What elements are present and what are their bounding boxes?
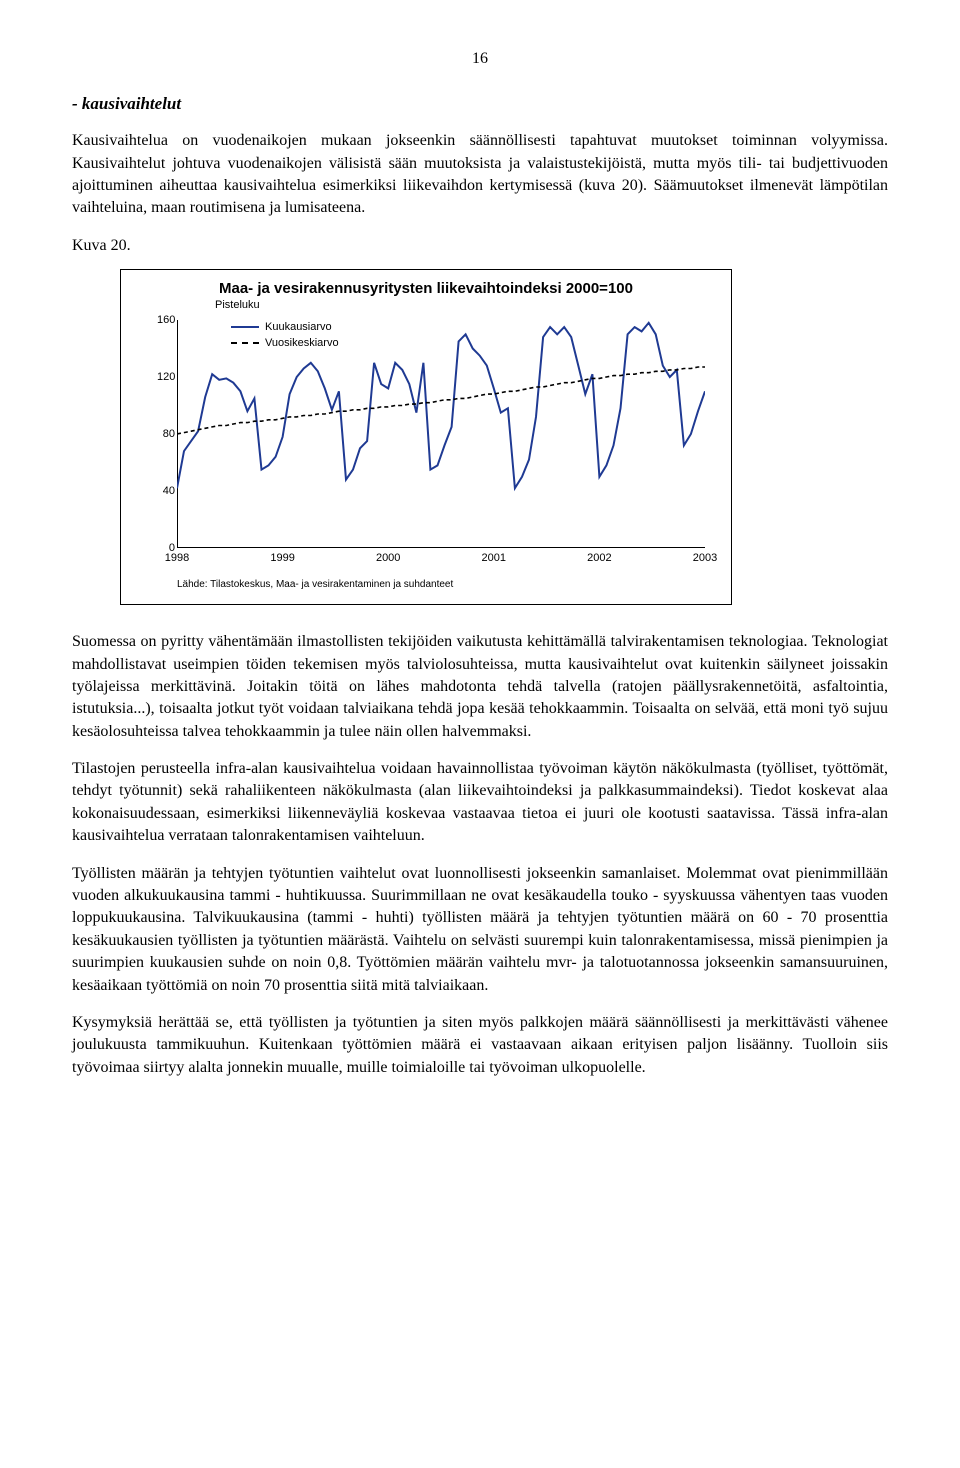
body-paragraph-1: Suomessa on pyritty vähentämään ilmastol… [72,631,888,743]
body-paragraph-3: Työllisten määrän ja tehtyjen työtuntien… [72,863,888,997]
section-heading: - kausivaihtelut [72,92,888,116]
y-tick-label: 40 [157,484,175,499]
chart-plot [177,320,705,548]
chart-source: Lähde: Tilastokeskus, Maa- ja vesirakent… [177,578,453,592]
y-tick-label: 80 [157,427,175,442]
chart-title: Maa- ja vesirakennusyritysten liikevaiht… [121,278,731,299]
y-tick-label: 160 [157,313,175,328]
x-tick-label: 2003 [693,551,717,566]
chart-container: Maa- ja vesirakennusyritysten liikevaiht… [120,269,732,605]
x-tick-label: 2001 [482,551,506,566]
page-number: 16 [72,48,888,70]
x-tick-label: 1998 [165,551,189,566]
chart-subtitle: Pisteluku [215,298,260,313]
monthly-series [177,323,705,488]
x-tick-label: 2000 [376,551,400,566]
body-paragraph-2: Tilastojen perusteella infra-alan kausiv… [72,758,888,848]
intro-paragraph: Kausivaihtelua on vuodenaikojen mukaan j… [72,130,888,220]
body-paragraph-4: Kysymyksiä herättää se, että työllisten … [72,1012,888,1079]
y-tick-label: 120 [157,370,175,385]
x-tick-label: 2002 [587,551,611,566]
figure-label: Kuva 20. [72,235,888,257]
x-tick-label: 1999 [270,551,294,566]
